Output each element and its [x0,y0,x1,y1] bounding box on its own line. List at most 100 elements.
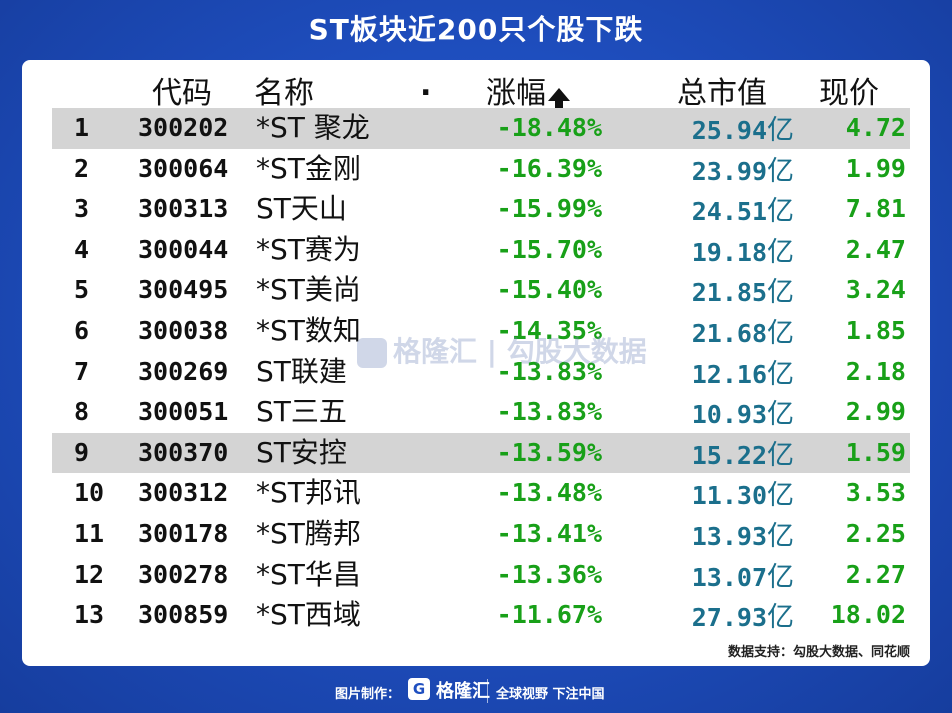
row-change: -15.70% [496,234,602,264]
stock-table-panel: 代码 名称 . 涨幅 总市值 现价 1 300202 *ST 聚龙 -18.48% 4.… [22,60,930,666]
row-name: ST天山 [256,192,347,226]
header-name: 名称 [254,76,314,111]
row-name: *ST金刚 [256,151,361,185]
row-market-cap: 23.99亿 [692,149,794,193]
row-price: 2.25 [845,518,906,548]
row-rank: 4 [74,234,90,264]
row-market-cap-unit: 亿 [767,277,794,309]
row-code: 300313 [138,194,229,224]
row-code: 300278 [138,559,229,589]
row-rank: 3 [74,194,90,224]
row-market-cap-value: 24.51 [691,197,767,227]
arrow-up-icon [548,88,570,109]
footer-divider [487,679,488,703]
watermark-text: 格隆汇 | 勾股大数据 [393,335,647,368]
row-name: *ST华昌 [256,557,361,591]
row-market-cap-unit: 亿 [767,439,794,471]
row-rank: 5 [74,275,90,305]
row-market-cap-unit: 亿 [767,561,794,593]
table-header: 代码 名称 . 涨幅 总市值 现价 [22,68,930,112]
row-rank: 10 [74,478,105,508]
row-name: *ST腾邦 [256,516,361,550]
row-market-cap-unit: 亿 [767,115,794,146]
row-market-cap-value: 15.22 [691,440,767,470]
table-row[interactable]: 12 300278 *ST华昌 -13.36% 2.27 13.07亿 [52,555,910,596]
row-change: -18.48% [496,113,602,142]
row-market-cap: 11.30亿 [692,473,794,517]
row-price: 1.99 [845,153,906,183]
row-market-cap-value: 25.94 [691,116,767,145]
row-market-cap-unit: 亿 [767,480,794,512]
table-row[interactable]: 2 300064 *ST金刚 -16.39% 1.99 23.99亿 [52,149,910,190]
watermark-logo-icon [357,338,387,368]
row-change: -13.41% [496,518,602,548]
row-code: 300051 [138,397,229,427]
header-dot: . [420,68,432,103]
row-market-cap-value: 10.93 [691,400,767,430]
row-price: 2.18 [845,356,906,386]
row-change: -13.83% [496,356,602,386]
table-row[interactable]: 9 300370 ST安控 -13.59% 1.59 15.22亿 [52,432,910,477]
row-price: 2.99 [845,397,906,427]
row-code: 300178 [138,518,229,548]
row-change: -13.59% [496,437,602,467]
row-change: -15.99% [496,194,602,224]
table-row[interactable]: 1 300202 *ST 聚龙 -18.48% 4.72 25.94亿 [52,108,910,149]
footer-slogan: 全球视野 下注中国 [496,687,605,702]
header-code: 代码 [152,76,212,111]
row-market-cap-unit: 亿 [767,520,794,552]
row-rank: 12 [74,559,105,589]
row-name: ST三五 [256,395,347,429]
header-change-label: 涨幅 [486,76,546,111]
table-row[interactable]: 8 300051 ST三五 -13.83% 2.99 10.93亿 [52,392,910,433]
table-row[interactable]: 6 300038 *ST数知 -14.35% 1.85 21.68亿 [52,311,910,352]
table-row[interactable]: 7 300269 ST联建 -13.83% 2.18 12.16亿 [52,352,910,393]
row-market-cap: 13.07亿 [692,555,794,599]
row-rank: 13 [74,600,105,630]
row-market-cap: 24.51亿 [692,189,794,233]
footer-credit: 图片制作： [335,687,401,702]
row-market-cap-unit: 亿 [767,236,794,268]
row-market-cap-unit: 亿 [767,196,794,228]
row-market-cap-unit: 亿 [767,358,794,390]
row-market-cap-value: 21.85 [691,278,767,308]
row-price: 1.85 [845,315,906,345]
row-rank: 11 [74,518,105,548]
row-market-cap-value: 27.93 [691,603,767,633]
row-market-cap-unit: 亿 [767,602,794,634]
row-price: 7.81 [845,194,906,224]
table-row[interactable]: 13 300859 *ST西域 -11.67% 18.02 27.93亿 [52,595,910,636]
row-market-cap-value: 21.68 [691,318,767,348]
watermark: 格隆汇 | 勾股大数据 [357,330,647,370]
data-source: 数据支持：勾股大数据、同花顺 [727,645,910,660]
row-name: *ST数知 [256,313,361,347]
row-market-cap: 10.93亿 [692,392,794,436]
table-row[interactable]: 5 300495 *ST美尚 -15.40% 3.24 21.85亿 [52,270,910,311]
table-body: 1 300202 *ST 聚龙 -18.48% 4.72 25.94亿 2 300064 *ST… [52,108,910,636]
row-price: 3.24 [845,275,906,305]
table-row[interactable]: 10 300312 *ST邦讯 -13.48% 3.53 11.30亿 [52,473,910,514]
row-code: 300038 [138,315,229,345]
row-rank: 1 [74,113,90,142]
row-name: *ST美尚 [256,273,361,307]
header-change[interactable]: 涨幅 [486,68,570,112]
row-market-cap: 21.68亿 [692,311,794,355]
row-code: 300859 [138,600,229,630]
row-market-cap: 15.22亿 [692,433,794,477]
table-row[interactable]: 11 300178 *ST腾邦 -13.41% 2.25 13.93亿 [52,514,910,555]
row-market-cap-value: 23.99 [691,156,767,186]
row-change: -11.67% [496,600,602,630]
row-price: 2.47 [845,234,906,264]
row-code: 300269 [138,356,229,386]
row-market-cap-value: 19.18 [691,237,767,267]
row-price: 1.59 [845,437,906,467]
row-name: *ST 聚龙 [256,111,370,144]
row-name: *ST西域 [256,598,361,632]
row-name: ST安控 [256,435,347,469]
row-name: *ST赛为 [256,232,361,266]
row-rank: 6 [74,315,90,345]
table-row[interactable]: 4 300044 *ST赛为 -15.70% 2.47 19.18亿 [52,230,910,271]
row-code: 300064 [138,153,229,183]
table-row[interactable]: 3 300313 ST天山 -15.99% 7.81 24.51亿 [52,189,910,230]
row-code: 300370 [138,437,229,467]
